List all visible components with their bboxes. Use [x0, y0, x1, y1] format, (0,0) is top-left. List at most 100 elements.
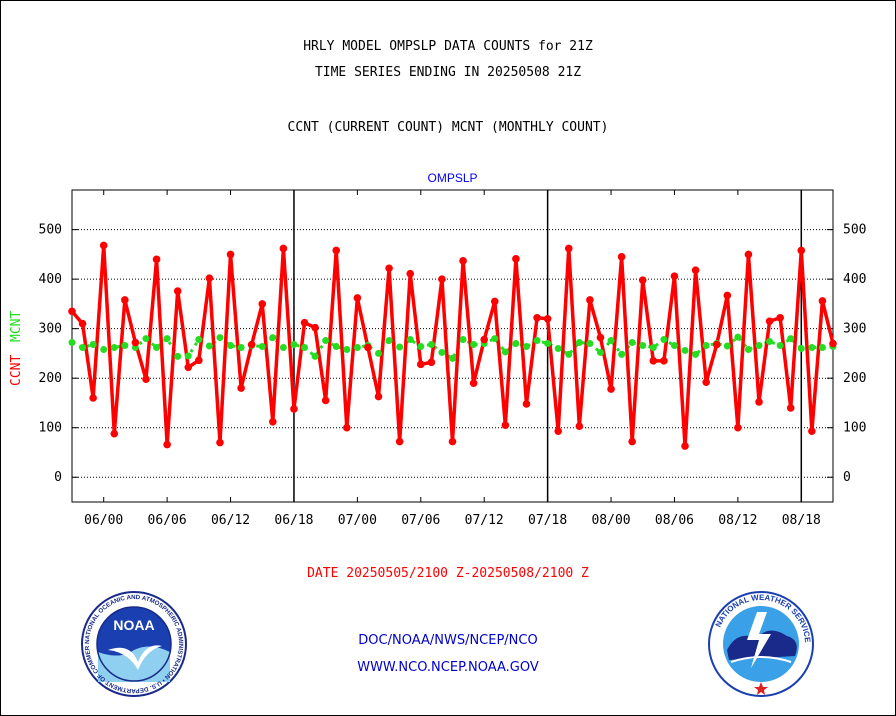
ccnt-point: [406, 269, 415, 278]
mcnt-point: [438, 348, 446, 356]
mcnt-point: [618, 350, 626, 358]
chart-plot: 0 0 100 100 200 200 300 300 400 400 500 500 06/00 06/…: [9, 171, 866, 528]
mcnt-point: [184, 352, 192, 360]
ccnt-point: [216, 438, 224, 447]
ccnt-point: [702, 378, 710, 386]
mcnt-point: [501, 348, 509, 356]
mcnt-point: [554, 344, 562, 352]
ccnt-point: [269, 417, 277, 426]
star-icon: [754, 682, 768, 695]
mcnt-point: [766, 338, 774, 346]
mcnt-point: [470, 341, 478, 349]
ccnt-point: [343, 423, 351, 432]
ccnt-point: [490, 297, 499, 306]
ccnt-point: [195, 356, 203, 365]
ccnt-point: [797, 246, 806, 255]
ccnt-point: [163, 440, 171, 449]
ccnt-point: [533, 313, 541, 322]
mcnt-point: [628, 339, 636, 347]
nws-logo: NATIONAL WEATHER SERVICE: [708, 591, 814, 697]
mcnt-point: [174, 352, 182, 360]
mcnt-point: [491, 335, 499, 343]
ccnt-point: [184, 363, 193, 372]
mcnt-point: [279, 343, 287, 351]
mcnt-point: [216, 334, 224, 342]
ccnt-point: [68, 307, 76, 316]
ccnt-point: [321, 396, 330, 405]
ccnt-point: [385, 264, 393, 273]
mcnt-point: [512, 340, 520, 348]
ccnt-point: [586, 296, 594, 304]
ccnt-point: [152, 255, 161, 264]
mcnt-point: [565, 350, 573, 358]
x-tick-label: 08/00: [591, 513, 630, 528]
ccnt-point: [469, 379, 478, 387]
y-tick-label-left: 200: [39, 371, 62, 386]
ccnt-point: [311, 323, 319, 332]
y-tick-label-left: 300: [39, 322, 62, 337]
ccnt-point: [776, 313, 784, 322]
ccnt-point: [110, 429, 119, 438]
y-axis-label-ccnt: CCNT: [9, 355, 24, 386]
ccnt-point: [543, 314, 552, 323]
ccnt-point: [575, 422, 584, 431]
y-tick-label-right: 500: [843, 223, 866, 238]
mcnt-point: [607, 337, 615, 345]
ccnt-point: [617, 253, 626, 261]
ccnt-point: [723, 291, 732, 300]
ccnt-point: [131, 338, 140, 347]
mcnt-point: [533, 337, 541, 345]
ccnt-point: [744, 250, 753, 259]
mcnt-point: [68, 339, 76, 347]
ccnt-point: [279, 244, 288, 253]
ccnt-point: [364, 343, 372, 352]
website-link[interactable]: WWW.NCO.NCEP.NOAA.GOV: [357, 660, 539, 675]
mcnt-point: [449, 354, 456, 362]
mcnt-point: [301, 343, 309, 351]
mcnt-point: [142, 335, 150, 343]
mcnt-point: [681, 346, 689, 354]
date-range-label: DATE 20250505/2100 Z-20250508/2100 Z: [307, 566, 589, 581]
mcnt-point: [195, 336, 203, 344]
mcnt-point: [692, 350, 700, 358]
ccnt-point: [734, 423, 742, 432]
ccnt-point: [522, 400, 531, 408]
chart-header-line-1: HRLY MODEL OMPSLP DATA COUNTS for 21Z: [303, 39, 593, 54]
ccnt-point: [459, 257, 467, 265]
ccnt-point: [205, 274, 214, 282]
ccnt-point: [332, 246, 341, 255]
ccnt-point: [607, 385, 615, 393]
mcnt-point: [375, 349, 383, 357]
noaa-logo-text: NOAA: [113, 617, 154, 633]
mcnt-point: [744, 345, 752, 353]
x-tick-label: 07/00: [338, 513, 377, 528]
y-tick-label-right: 300: [843, 322, 866, 337]
ccnt-point: [712, 340, 721, 349]
mcnt-point: [205, 342, 213, 350]
ccnt-point: [628, 437, 636, 446]
mcnt-point: [311, 352, 319, 360]
mcnt-point: [808, 343, 816, 351]
ccnt-point: [395, 437, 404, 446]
mcnt-point: [163, 335, 171, 343]
ccnt-point: [448, 437, 457, 446]
mcnt-point: [227, 342, 235, 350]
ccnt-point: [226, 250, 235, 259]
ccnt-point: [755, 398, 763, 406]
y-tick-label-left: 100: [39, 421, 62, 436]
ccnt-point: [438, 275, 446, 283]
ccnt-point: [829, 339, 837, 348]
x-tick-label: 08/06: [655, 513, 694, 528]
ccnt-point: [501, 421, 510, 430]
y-tick-label-left: 500: [39, 223, 62, 238]
org-text: DOC/NOAA/NWS/NCEP/NCO: [358, 633, 538, 648]
x-tick-label: 06/18: [274, 513, 313, 528]
mcnt-point: [427, 341, 435, 349]
ccnt-point: [78, 319, 87, 328]
chart-header-line-3: CCNT (CURRENT COUNT) MCNT (MONTHLY COUNT…: [287, 120, 609, 135]
ccnt-point: [416, 360, 425, 369]
x-tick-label: 06/06: [148, 513, 187, 528]
mcnt-point: [755, 342, 763, 350]
mcnt-point: [406, 336, 414, 344]
y-axis-label-mcnt: MCNT: [9, 311, 24, 342]
